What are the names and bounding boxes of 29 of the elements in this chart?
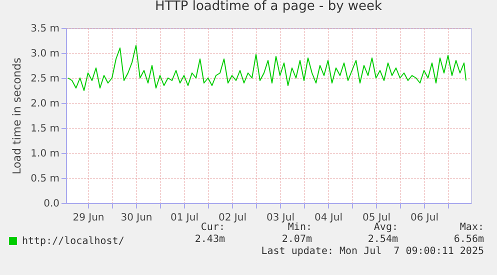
text: Cur: [200,222,225,233]
x-tick-label: 29 Jun [72,212,104,224]
text: 6.56m [454,234,484,245]
y-tick-label: 0.5 m [30,174,60,184]
line-series [68,45,466,91]
x-tick-label: 06 Jul [410,212,438,224]
y-tick-label: 1.5 m [30,124,60,134]
legend-label: http://localhost/ [22,236,124,247]
x-tick-label: 01 Jul [170,212,198,224]
y-tick-label: 2.5 m [30,74,60,84]
text: Max: [460,222,484,233]
y-tick-label: 2.0 m [30,98,60,110]
text: Min: [288,222,312,233]
text: Last update: Mon Jul 7 09:00:11 2025 [261,246,484,257]
text: 2.07m [282,234,312,245]
chart-title: HTTP loadtime of a page - by week [154,0,383,14]
y-tick-label: 0.0 [44,198,60,210]
x-tick-label: 04 Jul [314,212,342,224]
x-tick-label: 30 Jun [120,212,152,224]
y-tick-label: 3.5 m [30,24,60,34]
y-tick-label: 3.0 m [30,48,60,60]
text: 2.43m [194,234,225,245]
text: 2.54m [368,234,398,245]
y-tick-label: 1.0 m [30,148,60,160]
x-tick-label: 05 Jul [362,212,390,224]
text: Avg: [374,222,398,233]
x-tick-label: 02 Jul [218,212,246,224]
y-axis-title: Load time in seconds [10,57,24,174]
x-tick-label: 03 Jul [266,212,294,224]
